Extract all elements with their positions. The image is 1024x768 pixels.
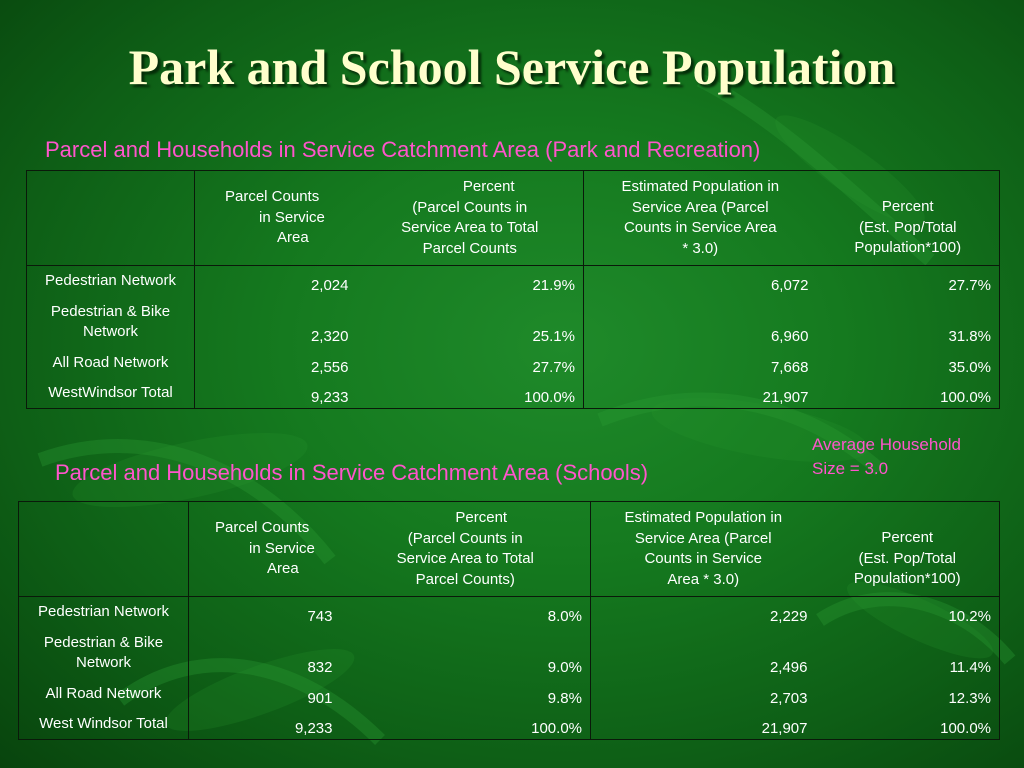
table-row: All Road Network 2,556 27.7% 7,668 35.0%: [26, 347, 1000, 379]
population-percent-cell: 27.7%: [948, 277, 991, 294]
population-percent-cell: 35.0%: [948, 359, 991, 376]
header-percent-population: Percent (Est. Pop/Total Population*100): [816, 170, 1000, 266]
population-percent-cell: 31.8%: [948, 328, 991, 345]
header-parcel-counts: Parcel Counts in Service Area: [194, 170, 357, 266]
row-label: Pedestrian Network: [18, 596, 189, 628]
parcel-percent-cell: 25.1%: [356, 296, 584, 348]
table-row: Pedestrian Network 2,024 21.9% 6,072 27.…: [26, 265, 1000, 297]
population-cell: 6,960: [770, 328, 809, 345]
header-blank-cell: [26, 170, 195, 266]
population-cell: 2,229: [769, 608, 808, 625]
school-table: Parcel Counts in Service Area Percent (P…: [18, 501, 1000, 740]
table-row: Pedestrian & Bike Network 2,320 25.1% 6,…: [26, 296, 1000, 348]
row-label: West Windsor Total: [18, 709, 189, 740]
header-percent-parcel: Percent (Parcel Counts in Service Area t…: [356, 170, 584, 266]
population-cell: 2,703: [769, 690, 808, 707]
parcel-percent-cell: 100.0%: [356, 378, 584, 409]
parcel-count-cell: 901: [307, 690, 333, 707]
population-cell: 2,496: [769, 659, 808, 676]
population-cell: 21,907: [762, 388, 809, 406]
table-row: Pedestrian & Bike Network 832 9.0% 2,496…: [18, 627, 1000, 679]
table-row: West Windsor Total 9,233 100.0% 21,907 1…: [18, 709, 1000, 740]
population-percent-cell: 12.3%: [948, 690, 991, 707]
population-cell: 21,907: [761, 719, 808, 737]
park-table-caption: Parcel and Households in Service Catchme…: [45, 137, 761, 162]
parcel-percent-cell: 27.7%: [356, 347, 584, 379]
header-estimated-population: Estimated Population in Service Area (Pa…: [583, 170, 817, 266]
header-estimated-population: Estimated Population in Service Area (Pa…: [590, 501, 816, 597]
row-label: Pedestrian & Bike Network: [18, 627, 189, 679]
population-percent-cell: 100.0%: [940, 719, 991, 737]
header-percent-parcel: Percent (Parcel Counts in Service Area t…: [340, 501, 591, 597]
parcel-percent-cell: 21.9%: [356, 265, 584, 297]
population-percent-cell: 100.0%: [940, 388, 991, 406]
table-row: Pedestrian Network 743 8.0% 2,229 10.2%: [18, 596, 1000, 628]
row-label: All Road Network: [18, 678, 189, 710]
parcel-percent-cell: 8.0%: [340, 596, 591, 628]
parcel-count-cell: 2,556: [310, 359, 349, 376]
park-table: Parcel Counts in Service Area Percent (P…: [26, 170, 1000, 409]
parcel-count-cell: 2,320: [310, 328, 349, 345]
parcel-percent-cell: 100.0%: [340, 709, 591, 740]
parcel-percent-cell: 9.0%: [340, 627, 591, 679]
row-label: All Road Network: [26, 347, 195, 379]
parcel-count-cell: 9,233: [310, 388, 349, 406]
row-label: WestWindsor Total: [26, 378, 195, 409]
parcel-count-cell: 832: [307, 659, 333, 676]
header-parcel-counts: Parcel Counts in Service Area: [188, 501, 341, 597]
table-row: All Road Network 901 9.8% 2,703 12.3%: [18, 678, 1000, 710]
parcel-count-cell: 2,024: [310, 277, 349, 294]
header-blank-cell: [18, 501, 189, 597]
table-row: WestWindsor Total 9,233 100.0% 21,907 10…: [26, 378, 1000, 409]
parcel-percent-cell: 9.8%: [340, 678, 591, 710]
header-percent-population: Percent (Est. Pop/Total Population*100): [815, 501, 1000, 597]
page-title: Park and School Service Population: [128, 39, 896, 95]
population-cell: 7,668: [770, 359, 809, 376]
parcel-count-cell: 743: [307, 608, 333, 625]
household-size-note: Average Household Size = 3.0: [812, 435, 962, 478]
row-label: Pedestrian Network: [26, 265, 195, 297]
population-cell: 6,072: [770, 277, 809, 294]
row-label: Pedestrian & Bike Network: [26, 296, 195, 348]
population-percent-cell: 11.4%: [949, 659, 991, 676]
population-percent-cell: 10.2%: [948, 608, 991, 625]
parcel-count-cell: 9,233: [294, 719, 333, 737]
school-table-caption: Parcel and Households in Service Catchme…: [55, 460, 649, 485]
